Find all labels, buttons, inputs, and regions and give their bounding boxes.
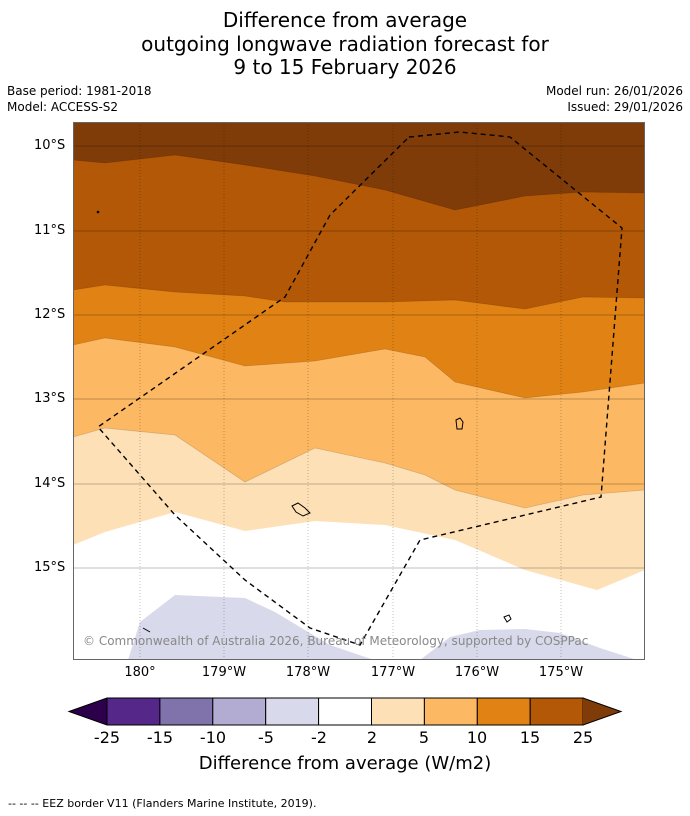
eez-border (96, 131, 623, 646)
map-plot-area (73, 122, 645, 660)
colorbar-tick: -15 (146, 728, 174, 747)
colorbar-segment (212, 697, 267, 726)
lat-label: 11°S (34, 223, 66, 238)
title-line-2: outgoing longwave radiation forecast for (141, 32, 549, 56)
issued-date: Issued: 29/01/2026 (567, 100, 683, 114)
lat-label: 14°S (34, 476, 66, 491)
model-run: Model run: 26/01/2026 (545, 84, 683, 98)
colorbar-tick: -25 (93, 728, 121, 747)
colorbar-segment (476, 697, 531, 726)
lat-label: 15°S (34, 560, 66, 575)
colorbar-tick: -10 (199, 728, 227, 747)
colorbar-high-extend (583, 698, 621, 725)
colorbar-segment (371, 697, 425, 726)
colorbar-tick: 5 (418, 728, 430, 747)
lon-label: 179°W (201, 665, 247, 680)
colorbar-segment (106, 697, 161, 726)
lat-label: 13°S (34, 391, 66, 406)
lon-label: 180° (124, 665, 156, 680)
colorbar-segment (423, 697, 478, 726)
colorbar-tick: -5 (258, 728, 274, 747)
colorbar-tick: -2 (311, 728, 327, 747)
copyright-notice: © Commonwealth of Australia 2026, Bureau… (83, 634, 589, 648)
lat-label: 10°S (34, 138, 66, 153)
colorbar-segment (159, 697, 214, 726)
colorbar-low-extend (69, 698, 107, 725)
colorbar-segment (318, 697, 373, 726)
lat-label: 12°S (34, 307, 66, 322)
islands (96, 210, 512, 633)
colorbar-tick: 2 (366, 728, 378, 747)
colorbar-tick: 25 (572, 728, 594, 747)
base-period: Base period: 1981-2018 (7, 84, 152, 98)
title-line-3: 9 to 15 February 2026 (233, 55, 457, 79)
lon-label: 176°W (454, 665, 500, 680)
colorbar (67, 697, 623, 726)
colorbar-tick: 10 (466, 728, 488, 747)
colorbar-segment (265, 697, 320, 726)
title-line-1: Difference from average (222, 8, 468, 32)
band-neg-2-5 (128, 595, 375, 660)
colorbar-tick: 15 (519, 728, 541, 747)
lon-label: 178°W (285, 665, 331, 680)
eez-legend-note: -- -- -- EEZ border V11 (Flanders Marine… (8, 797, 317, 810)
lon-label: 175°W (538, 665, 584, 680)
model-name: Model: ACCESS-S2 (7, 100, 119, 114)
band-neg-2-5-east (420, 629, 637, 660)
colorbar-segment (529, 697, 584, 726)
graticule (73, 122, 645, 660)
lon-label: 177°W (370, 665, 416, 680)
colorbar-label: Difference from average (W/m2) (198, 753, 492, 774)
